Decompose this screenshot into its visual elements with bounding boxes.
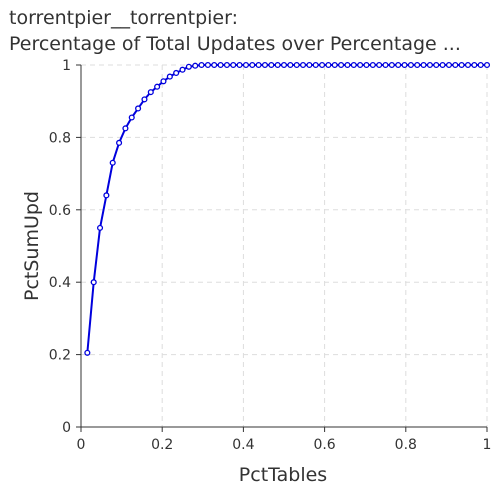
data-point: [331, 61, 338, 69]
data-point: [242, 61, 250, 69]
y-tick-label: 0.2: [49, 348, 71, 364]
data-point: [128, 114, 135, 121]
data-point: [84, 349, 91, 356]
data-point: [401, 61, 408, 69]
data-point: [160, 78, 167, 85]
y-tick-label: 0: [62, 420, 71, 436]
data-point: [173, 69, 180, 77]
data-point: [388, 61, 395, 69]
data-point: [414, 61, 421, 69]
data-point: [255, 61, 262, 69]
data-point: [464, 61, 472, 69]
series-line: [86, 64, 487, 353]
data-point: [141, 96, 148, 103]
data-point: [116, 139, 123, 146]
data-point: [204, 61, 211, 69]
x-tick-label: 1: [483, 437, 492, 453]
data-point: [477, 61, 484, 69]
data-point: [312, 61, 319, 69]
data-point: [268, 61, 275, 69]
y-axis-label: PctSumUpd: [21, 191, 43, 301]
data-point: [230, 61, 237, 69]
data-point: [483, 61, 491, 69]
x-axis-ticks: 0 0.2 0.4 0.6 0.8 1: [77, 427, 492, 453]
data-point: [211, 61, 218, 69]
data-point: [357, 61, 364, 69]
data-point: [154, 83, 161, 90]
data-point: [338, 61, 345, 69]
data-point: [319, 61, 326, 69]
y-tick-label: 0.4: [49, 275, 71, 291]
data-point: [185, 63, 192, 70]
data-point: [192, 62, 199, 69]
data-point: [363, 61, 370, 69]
data-point: [147, 89, 154, 96]
x-tick-label: 0: [77, 437, 86, 453]
x-tick-label: 0.4: [232, 437, 254, 453]
grid-lines: [81, 64, 488, 427]
x-tick-label: 0.8: [395, 437, 417, 453]
data-point: [249, 61, 256, 69]
data-point: [217, 61, 224, 69]
data-point: [433, 61, 440, 69]
y-tick-label: 1: [62, 58, 71, 74]
y-axis-ticks: 0 0.2 0.4 0.6 0.8 1: [49, 58, 81, 436]
data-point: [350, 61, 357, 69]
data-series: [84, 61, 491, 356]
data-point: [96, 224, 104, 231]
data-point: [236, 61, 243, 69]
data-point: [198, 61, 205, 69]
data-point: [166, 73, 173, 80]
chart-title-line-2: Percentage of Total Updates over Percent…: [9, 33, 461, 55]
data-point: [90, 279, 97, 286]
data-point: [103, 192, 110, 199]
data-point: [439, 61, 446, 69]
data-point: [376, 61, 383, 69]
data-point: [471, 61, 478, 69]
data-point: [223, 61, 230, 69]
x-axis-label: PctTables: [239, 464, 327, 486]
data-point: [109, 159, 116, 166]
data-point: [452, 61, 459, 69]
data-point: [344, 61, 351, 69]
data-point: [135, 105, 142, 112]
y-tick-label: 0.6: [49, 203, 71, 219]
data-point: [280, 61, 288, 69]
chart-title: torrentpier__torrentpier: Percentage of …: [9, 5, 461, 57]
y-tick-label: 0.8: [49, 130, 71, 146]
data-point: [325, 61, 332, 69]
x-tick-label: 0.2: [151, 437, 173, 453]
data-point: [407, 61, 414, 69]
data-point: [299, 61, 307, 69]
data-point: [395, 61, 402, 69]
data-point: [274, 61, 281, 69]
data-point: [287, 61, 294, 69]
data-point: [306, 61, 313, 69]
chart-title-line-1: torrentpier__torrentpier:: [9, 7, 239, 29]
data-point: [458, 61, 465, 69]
data-point: [122, 125, 129, 132]
data-point: [179, 66, 186, 73]
x-tick-label: 0.6: [313, 437, 335, 453]
data-point: [382, 61, 389, 69]
data-point: [420, 61, 427, 69]
data-point: [293, 61, 300, 69]
data-point: [369, 61, 376, 69]
data-point: [445, 61, 453, 69]
axes: [80, 65, 487, 428]
data-point: [261, 61, 269, 69]
data-point: [426, 61, 433, 69]
